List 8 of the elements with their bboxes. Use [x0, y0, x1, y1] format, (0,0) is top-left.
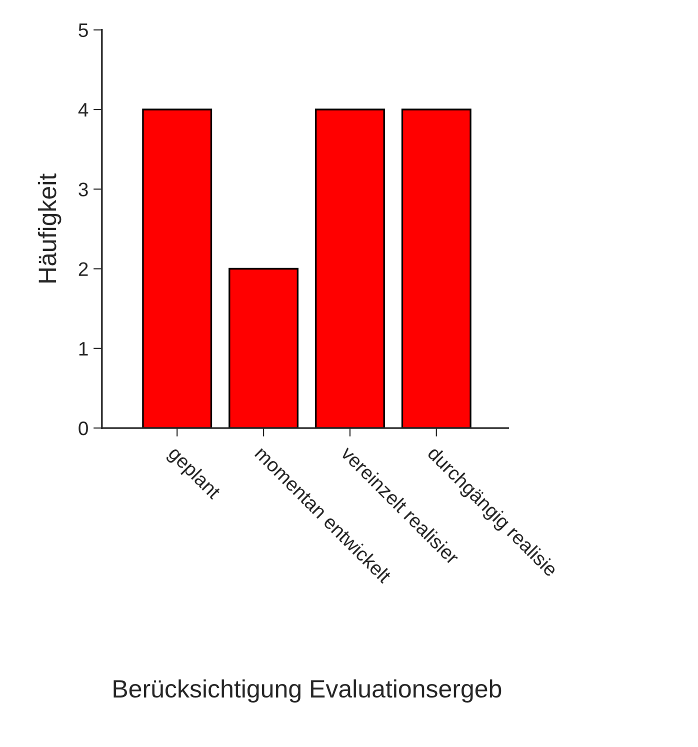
y-tick-label: 3 — [78, 182, 88, 196]
y-tick-label: 1 — [79, 342, 88, 356]
y-tick-label: 5 — [78, 24, 88, 38]
x-axis-title: Berücksichtigung Evaluationsergeb — [114, 679, 502, 703]
y-tick-label: 0 — [78, 422, 88, 436]
y-tick-label: 2 — [78, 262, 88, 276]
y-axis-title: Häufigkeit — [38, 174, 62, 282]
y-tick-label: 4 — [78, 103, 88, 117]
